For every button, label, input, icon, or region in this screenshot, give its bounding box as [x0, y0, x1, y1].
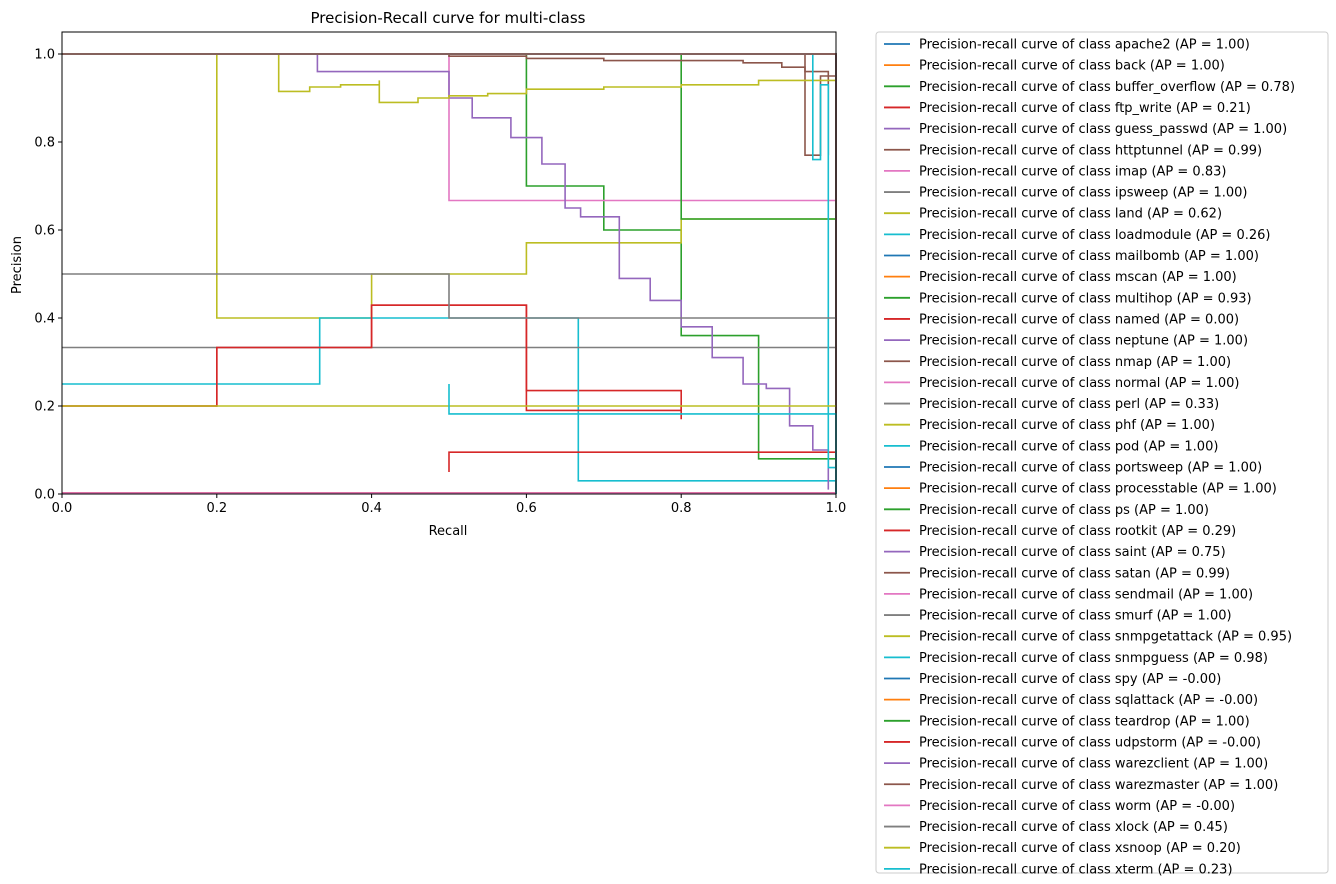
x-tick-label: 0.4: [361, 501, 382, 516]
legend-entry: Precision-recall curve of class back (AP…: [919, 59, 1225, 74]
legend-entry: Precision-recall curve of class warezcli…: [919, 757, 1268, 772]
legend-entry: Precision-recall curve of class guess_pa…: [919, 122, 1287, 137]
y-tick-label: 0.2: [34, 400, 55, 415]
legend-entry: Precision-recall curve of class neptune …: [919, 334, 1248, 349]
series-line-25: [62, 53, 830, 156]
legend-entry: Precision-recall curve of class mscan (A…: [919, 270, 1237, 285]
series-line-39: [448, 384, 837, 494]
legend-entry: Precision-recall curve of class udpstorm…: [919, 735, 1261, 750]
axis-ticks: 0.0 0.2 0.4 0.6 0.8 1.0 0.0 0.2 0.4 0.6 0.8 1.0: [34, 48, 846, 517]
legend-entry: Precision-recall curve of class rootkit …: [919, 524, 1236, 539]
legend-entry: Precision-recall curve of class portswee…: [919, 461, 1262, 476]
x-tick-label: 0.0: [52, 501, 73, 516]
legend-entry: Precision-recall curve of class httptunn…: [919, 143, 1262, 158]
plot-area: [62, 53, 837, 494]
legend-entry: Precision-recall curve of class loadmodu…: [919, 228, 1270, 243]
legend-entry: Precision-recall curve of class snmpgeta…: [919, 630, 1292, 645]
legend-entry: Precision-recall curve of class processt…: [919, 482, 1277, 497]
y-tick-label: 0.0: [34, 488, 55, 503]
legend-entry: Precision-recall curve of class sqlattac…: [919, 693, 1258, 708]
legend-entry: Precision-recall curve of class warezmas…: [919, 778, 1278, 793]
legend-entry: Precision-recall curve of class multihop…: [919, 291, 1252, 306]
legend-entry: Precision-recall curve of class pod (AP …: [919, 439, 1218, 454]
x-tick-label: 0.6: [516, 501, 537, 516]
legend-entry: Precision-recall curve of class apache2 …: [919, 38, 1250, 53]
legend-entry: Precision-recall curve of class smurf (A…: [919, 609, 1232, 624]
x-tick-label: 0.2: [206, 501, 227, 516]
series-line-13: [448, 451, 836, 472]
y-tick-label: 0.4: [34, 312, 55, 327]
legend-entry: Precision-recall curve of class satan (A…: [919, 566, 1230, 581]
series-line-28: [62, 53, 837, 494]
legend-entry: Precision-recall curve of class snmpgues…: [919, 651, 1268, 666]
legend-entry: Precision-recall curve of class teardrop…: [919, 714, 1250, 729]
legend-entry: Precision-recall curve of class perl (AP…: [919, 397, 1219, 412]
legend-entry: Precision-recall curve of class ipsweep …: [919, 186, 1247, 201]
legend-entry: Precision-recall curve of class ftp_writ…: [919, 101, 1251, 116]
series-line-29: [62, 53, 837, 494]
legend-entry: Precision-recall curve of class saint (A…: [919, 545, 1226, 560]
axes-frame: [61, 31, 837, 495]
legend: Precision-recall curve of class apache2 …: [875, 31, 1329, 877]
y-tick-label: 0.8: [34, 136, 55, 151]
legend-entry: Precision-recall curve of class xterm (A…: [919, 862, 1233, 877]
legend-entry: Precision-recall curve of class named (A…: [919, 312, 1239, 327]
series-line-23: [62, 304, 682, 412]
legend-entry: Precision-recall curve of class xsnoop (…: [919, 841, 1241, 856]
legend-entry: Precision-recall curve of class phf (AP …: [919, 418, 1215, 433]
y-axis-label: Precision: [10, 236, 25, 294]
legend-frame: [875, 31, 1329, 874]
legend-entry: Precision-recall curve of class nmap (AP…: [919, 355, 1231, 370]
chart-title: Precision-Recall curve for multi-class: [310, 9, 585, 27]
legend-entry: Precision-recall curve of class spy (AP …: [919, 672, 1221, 687]
y-tick-label: 0.6: [34, 224, 55, 239]
legend-entry: Precision-recall curve of class xlock (A…: [919, 820, 1228, 835]
legend-entry: Precision-recall curve of class worm (AP…: [919, 799, 1235, 814]
legend-entry: Precision-recall curve of class imap (AP…: [919, 164, 1226, 179]
x-axis-label: Recall: [429, 524, 468, 539]
legend-entry: Precision-recall curve of class mailbomb…: [919, 249, 1259, 264]
legend-entry: Precision-recall curve of class sendmail…: [919, 587, 1253, 602]
series-line-24: [62, 53, 830, 490]
legend-entry: Precision-recall curve of class ps (AP =…: [919, 503, 1209, 518]
legend-entry: Precision-recall curve of class buffer_o…: [919, 80, 1295, 95]
series-line-37: [62, 273, 836, 319]
x-tick-label: 1.0: [826, 501, 847, 516]
legend-entry: Precision-recall curve of class land (AP…: [919, 207, 1222, 222]
x-tick-label: 0.8: [671, 501, 692, 516]
y-tick-label: 1.0: [34, 48, 55, 63]
legend-entry: Precision-recall curve of class normal (…: [919, 376, 1240, 391]
